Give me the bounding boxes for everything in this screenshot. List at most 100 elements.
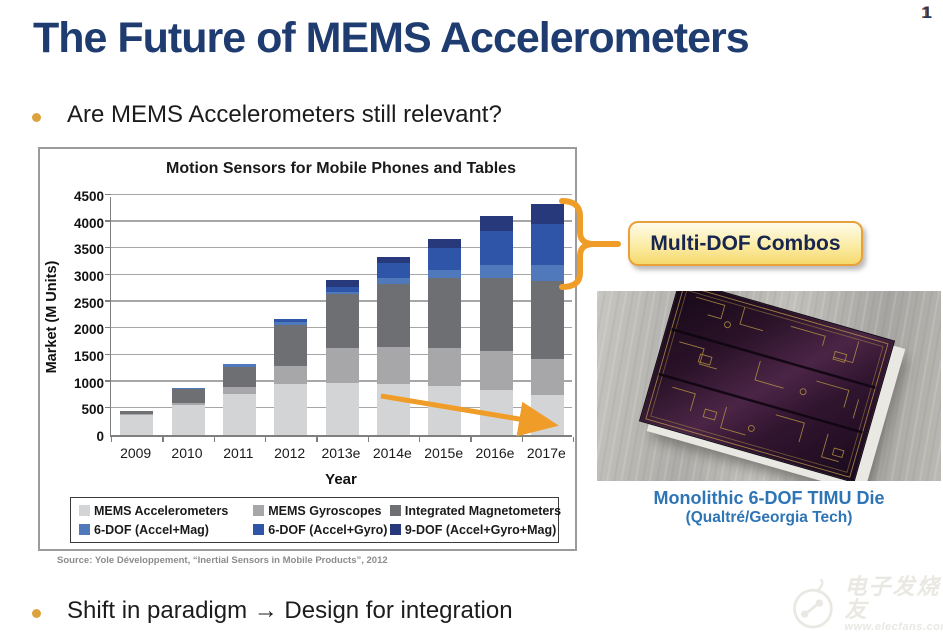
legend-label: MEMS Gyroscopes (268, 503, 382, 518)
page-number: 1 (922, 3, 932, 22)
legend-item: Integrated Magnetometers (389, 504, 561, 518)
plot-area (105, 193, 575, 442)
y-tick-mark (105, 273, 111, 275)
brace-icon (559, 198, 621, 290)
x-tick-mark (521, 437, 523, 442)
bar-segment (222, 366, 256, 388)
x-tick-mark (111, 437, 113, 442)
bar-segment (222, 387, 256, 394)
gridline (111, 273, 572, 275)
legend-swatch-icon (79, 505, 90, 516)
bullet-paradigm: Shift in paradigm → Design for integrati… (28, 597, 513, 625)
bar-segment (376, 347, 410, 384)
bar-segment (222, 363, 256, 367)
bar-segment (325, 287, 359, 293)
bar-segment (530, 395, 564, 435)
legend-swatch-icon (79, 524, 90, 535)
gridline (111, 247, 572, 249)
bar-2012 (274, 318, 308, 435)
bullet-question-text: Are MEMS Accelerometers still relevant? (67, 101, 502, 128)
bar-segment (171, 387, 205, 390)
bar-segment (376, 262, 410, 279)
bar-segment (171, 405, 205, 435)
bar-segment (530, 358, 564, 395)
x-tick-label: 2011 (223, 445, 254, 461)
y-tick-label: 2000 (73, 322, 104, 338)
chip-photo (597, 291, 941, 481)
bar-segment (479, 265, 513, 278)
bar-segment (530, 280, 564, 359)
bar-2013e (325, 280, 359, 435)
bar-segment (428, 239, 462, 249)
x-tick-mark (367, 437, 369, 442)
y-tick-mark (105, 380, 111, 382)
bar-segment (120, 411, 154, 414)
elecfans-logo-icon (793, 578, 833, 629)
bar-2014e (376, 257, 410, 435)
watermark-text: 电子发烧友 www.elecfans.com (845, 575, 943, 633)
bar-segment (376, 383, 410, 435)
x-tick-label: 2013e (321, 445, 361, 461)
x-tick-label: 2010 (171, 445, 203, 461)
source-credit: Source: Yole Développement, “Inertial Se… (57, 555, 388, 566)
bar-segment (479, 215, 513, 231)
page-title: The Future of MEMS Accelerometers (33, 14, 750, 62)
bar-segment (171, 403, 205, 406)
x-tick-label: 2009 (120, 445, 152, 461)
legend-label: 6-DOF (Accel+Mag) (94, 522, 209, 537)
x-tick-label: 2012 (274, 445, 306, 461)
x-tick-label: 2016e (475, 445, 515, 461)
legend-item: MEMS Gyroscopes (253, 504, 390, 518)
legend-swatch-icon (253, 505, 265, 516)
bar-2011 (222, 363, 256, 435)
bar-segment (530, 224, 564, 266)
bar-segment (325, 382, 359, 435)
bar-2015e (428, 239, 462, 435)
bar-segment (376, 278, 410, 284)
gridline (111, 193, 572, 195)
legend-item: MEMS Accelerometers (79, 504, 253, 518)
bar-segment (479, 389, 513, 435)
x-tick-mark (573, 437, 575, 442)
chart-panel: Motion Sensors for Mobile Phones and Tab… (38, 147, 577, 551)
bar-segment (428, 347, 462, 386)
x-tick-label: 2017e (526, 445, 566, 461)
bar-2010 (171, 387, 205, 435)
photo-caption-line1: Monolithic 6-DOF TIMU Die (653, 488, 885, 508)
y-tick-label: 3500 (73, 242, 104, 258)
y-tick-label: 500 (81, 402, 104, 418)
bullet-paradigm-text: Shift in paradigm → Design for integrati… (67, 597, 513, 624)
watermark-url: www.elecfans.com (844, 621, 943, 634)
y-tick-label: 2500 (73, 295, 104, 311)
y-tick-mark (105, 327, 111, 329)
timu-die (638, 291, 896, 481)
bar-segment (376, 257, 410, 263)
legend-item: 9-DOF (Accel+Gyro+Mag) (389, 523, 556, 537)
y-tick-label: 4000 (73, 215, 104, 231)
legend-label: MEMS Accelerometers (94, 503, 229, 518)
y-tick-mark (105, 300, 111, 302)
bar-segment (479, 277, 513, 352)
x-tick-mark (162, 437, 164, 442)
y-tick-mark (105, 193, 111, 195)
bar-segment (120, 413, 154, 415)
watermark: 电子发烧友 www.elecfans.com (789, 575, 943, 633)
bullet-icon (32, 113, 41, 122)
x-tick-label: 2015e (424, 445, 464, 461)
legend-label: Integrated Magnetometers (404, 503, 562, 518)
legend-label: 9-DOF (Accel+Gyro+Mag) (404, 522, 557, 537)
bar-segment (274, 366, 308, 384)
x-tick-mark (213, 437, 215, 442)
bar-segment (530, 265, 564, 281)
bar-segment (325, 347, 359, 383)
legend-swatch-icon (389, 524, 401, 535)
x-axis-title: Year (325, 471, 357, 488)
legend-item: 6-DOF (Accel+Gyro) (253, 523, 390, 537)
y-tick-label: 1500 (73, 349, 104, 364)
bar-segment (428, 277, 462, 348)
x-tick-mark (419, 437, 421, 442)
y-tick-mark (105, 407, 111, 409)
photo-caption-line2: (Qualtré/Georgia Tech) (685, 509, 853, 526)
bar-segment (376, 283, 410, 348)
